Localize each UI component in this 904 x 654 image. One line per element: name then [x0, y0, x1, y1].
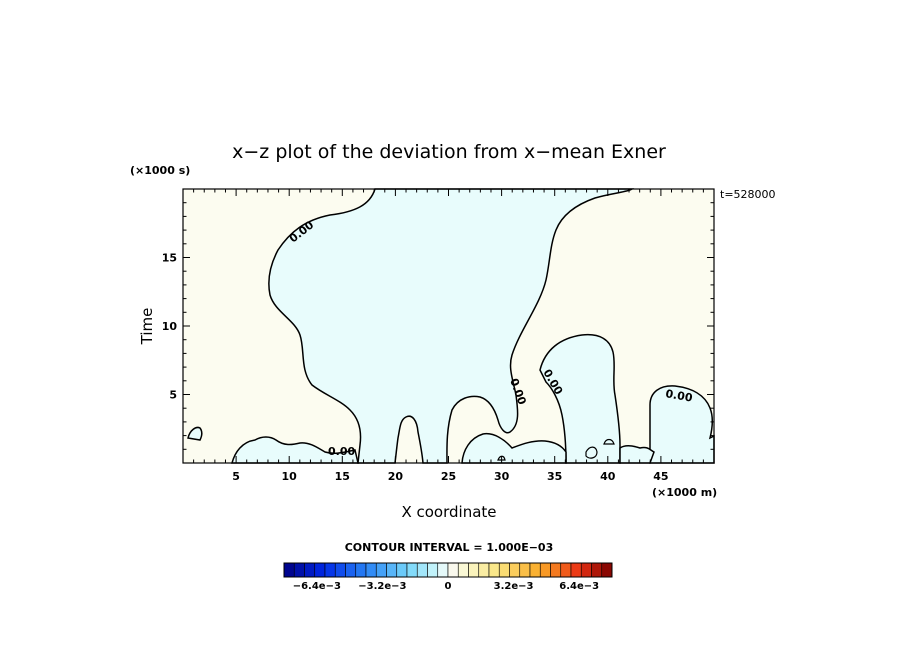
colorbar-tick-labels: −6.4e−3 −3.2e−3 0 3.2e−3 6.4e−3: [293, 581, 599, 592]
colorbar-cell: [519, 562, 531, 578]
negative-blob-left: [187, 426, 203, 441]
colorbar-cell: [529, 562, 541, 578]
y-tick-label: 10: [162, 320, 178, 333]
negative-blob-small-3: [603, 438, 615, 445]
x-tick-labels: 5 10 15 20 25 30 35 40 45: [232, 470, 668, 483]
colorbar-cell: [304, 562, 316, 578]
colorbar-cell: [427, 562, 439, 578]
x-tick-label: 20: [388, 470, 404, 483]
negative-region-far-right: [649, 385, 715, 464]
colorbar-cell: [457, 562, 469, 578]
time-stamp: t=528000: [720, 188, 776, 201]
negative-region-bottom-mid: [461, 432, 567, 464]
colorbar-cell: [437, 562, 449, 578]
chart-title: x−z plot of the deviation from x−mean Ex…: [232, 141, 666, 163]
colorbar-frame: [283, 562, 613, 578]
colorbar-tick-label: −3.2e−3: [358, 581, 406, 592]
negative-region-main: [268, 188, 635, 464]
contour-label: 0.00: [328, 445, 355, 458]
y-axis-unit: (×1000 s): [130, 164, 190, 177]
y-tick-label: 5: [169, 389, 177, 402]
y-axis-label: Time: [138, 308, 156, 346]
x-tick-label: 40: [600, 470, 616, 483]
y-tick-label: 15: [162, 252, 177, 265]
x-tick-label: 45: [653, 470, 668, 483]
contour-interval-label: CONTOUR INTERVAL = 1.000E−03: [345, 541, 554, 554]
colorbar: [283, 562, 613, 578]
colorbar-cell: [283, 562, 295, 578]
colorbar-tick-label: 6.4e−3: [559, 581, 599, 592]
negative-region-bottom-strip: [231, 436, 359, 464]
colorbar-cell: [293, 562, 305, 578]
axis-ticks: [183, 189, 714, 463]
x-tick-label: 35: [547, 470, 562, 483]
colorbar-cell: [468, 562, 480, 578]
colorbar-cell: [478, 562, 490, 578]
colorbar-cell: [345, 562, 357, 578]
colorbar-cell: [591, 562, 603, 578]
colorbar-cell: [539, 562, 551, 578]
colorbar-tick-label: −6.4e−3: [293, 581, 341, 592]
colorbar-cell: [488, 562, 500, 578]
colorbar-cell: [509, 562, 521, 578]
y-tick-labels: 5 10 15: [162, 252, 178, 402]
colorbar-cell: [447, 562, 459, 578]
colorbar-cell: [355, 562, 367, 578]
colorbar-cell: [416, 562, 428, 578]
x-axis-unit: (×1000 m): [652, 486, 717, 499]
colorbar-cell: [375, 562, 387, 578]
plot-area: 0.00 0.00 0.00 0.00 0.00: [182, 188, 715, 464]
x-axis-label: X coordinate: [401, 503, 496, 521]
x-tick-label: 15: [335, 470, 350, 483]
colorbar-tick-label: 0: [445, 581, 452, 592]
colorbar-tick-label: 3.2e−3: [494, 581, 534, 592]
colorbar-cell: [580, 562, 592, 578]
colorbar-cell: [560, 562, 572, 578]
contour-label: 0.00: [664, 387, 693, 405]
x-tick-label: 25: [441, 470, 456, 483]
colorbar-cell: [324, 562, 336, 578]
colorbar-cell: [498, 562, 510, 578]
x-tick-label: 30: [494, 470, 510, 483]
colorbar-cell: [365, 562, 377, 578]
negative-region-right-bulb: [539, 333, 621, 464]
colorbar-cell: [570, 562, 582, 578]
colorbar-cell: [386, 562, 398, 578]
colorbar-cell: [334, 562, 346, 578]
colorbar-cell: [601, 562, 613, 578]
colorbar-cell: [550, 562, 562, 578]
negative-blob-small-2: [585, 446, 598, 459]
negative-region-bottom-right: [619, 444, 655, 464]
x-tick-label: 10: [282, 470, 298, 483]
x-tick-label: 5: [232, 470, 240, 483]
colorbar-cell: [314, 562, 326, 578]
colorbar-cell: [396, 562, 408, 578]
colorbar-cell: [406, 562, 418, 578]
